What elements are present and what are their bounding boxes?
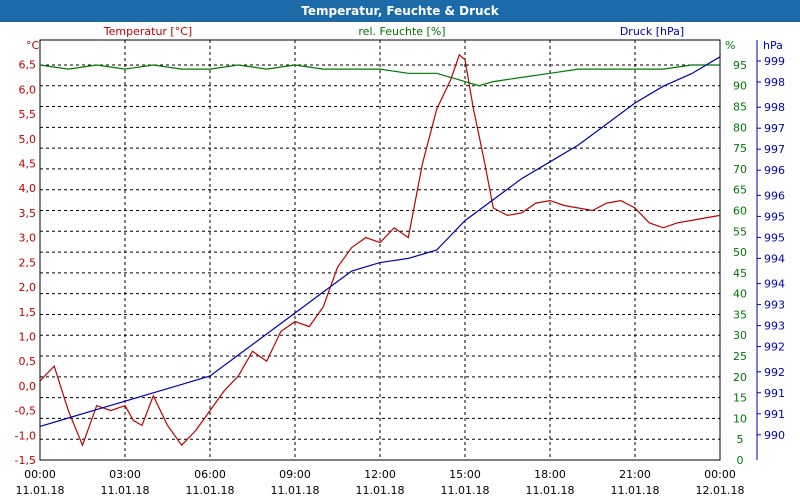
humidity-tick-label: 90	[733, 80, 747, 93]
temperature-axis-label: Temperatur [°C]	[103, 25, 192, 38]
x-tick-date: 11.01.18	[441, 484, 490, 497]
pressure-tick-label: 990	[764, 429, 785, 442]
humidity-axis-label: rel. Feuchte [%]	[358, 25, 445, 38]
x-tick-time: 12:00	[364, 468, 396, 481]
plot-frame	[39, 39, 721, 461]
temperature-tick-label: 1,0	[19, 330, 37, 343]
pressure-tick-label: 996	[764, 189, 785, 202]
humidity-tick-label: 50	[733, 246, 747, 259]
temperature-tick-label: -0,5	[15, 405, 36, 418]
pressure-tick-label: 991	[764, 387, 785, 400]
x-tick-date: 11.01.18	[271, 484, 320, 497]
humidity-tick-label: 85	[733, 101, 747, 114]
humidity-unit: %	[725, 39, 735, 52]
temperature-line	[39, 53, 721, 447]
humidity-tick-label: 80	[733, 121, 747, 134]
humidity-tick-label: 60	[733, 204, 747, 217]
humidity-tick-label: 70	[733, 163, 747, 176]
temperature-tick-label: 6,0	[19, 83, 37, 96]
pressure-unit: hPa	[763, 39, 783, 52]
pressure-tick-label: 997	[764, 122, 785, 135]
pressure-tick-label: 993	[764, 320, 785, 333]
humidity-tick-label: 20	[733, 371, 747, 384]
x-tick-time: 18:00	[534, 468, 566, 481]
humidity-tick-label: 55	[733, 225, 747, 238]
humidity-tick-label: 0	[737, 454, 744, 467]
pressure-tick-label: 994	[764, 252, 785, 265]
pressure-tick-label: 992	[764, 366, 785, 379]
pressure-tick-label: 999	[764, 55, 785, 68]
pressure-line	[39, 56, 721, 427]
pressure-tick-label: 993	[764, 299, 785, 312]
pressure-tick-label: 997	[764, 143, 785, 156]
humidity-tick-label: 35	[733, 308, 747, 321]
pressure-tick-label: 994	[764, 278, 785, 291]
pressure-tick-label: 998	[764, 101, 785, 114]
temperature-tick-label: 3,5	[19, 207, 37, 220]
x-tick-date: 12.01.18	[696, 484, 745, 497]
humidity-tick-label: 10	[733, 412, 747, 425]
temperature-tick-label: 3,0	[19, 232, 37, 245]
x-tick-time: 00:00	[704, 468, 736, 481]
temperature-tick-label: 0,5	[19, 355, 37, 368]
pressure-tick-label: 995	[764, 210, 785, 223]
pressure-axis-label: Druck [hPa]	[620, 25, 684, 38]
x-tick-date: 11.01.18	[186, 484, 235, 497]
humidity-tick-label: 30	[733, 329, 747, 342]
temperature-tick-label: 4,0	[19, 182, 37, 195]
temperature-tick-label: -1,5	[15, 454, 36, 467]
humidity-tick-label: 15	[733, 392, 747, 405]
x-tick-time: 09:00	[279, 468, 311, 481]
x-tick-time: 03:00	[109, 468, 141, 481]
humidity-tick-label: 75	[733, 142, 747, 155]
pressure-tick-label: 996	[764, 164, 785, 177]
humidity-tick-label: 65	[733, 184, 747, 197]
x-tick-date: 11.01.18	[611, 484, 660, 497]
pressure-tick-label: 992	[764, 341, 785, 354]
x-tick-time: 15:00	[449, 468, 481, 481]
temperature-tick-label: 6,5	[19, 59, 37, 72]
x-tick-time: 21:00	[619, 468, 651, 481]
temperature-unit: °C	[26, 39, 40, 52]
x-tick-date: 11.01.18	[526, 484, 575, 497]
humidity-tick-label: 25	[733, 350, 747, 363]
temperature-tick-label: 1,5	[19, 306, 37, 319]
x-tick-date: 11.01.18	[356, 484, 405, 497]
x-tick-date: 11.01.18	[16, 484, 65, 497]
humidity-line	[39, 64, 720, 87]
pressure-tick-label: 998	[764, 76, 785, 89]
window-title: Temperatur, Feuchte & Druck	[0, 0, 800, 22]
temperature-tick-label: 5,0	[19, 133, 37, 146]
pressure-tick-label: 991	[764, 408, 785, 421]
x-tick-time: 00:00	[24, 468, 56, 481]
humidity-tick-label: 5	[737, 433, 744, 446]
humidity-tick-label: 95	[733, 59, 747, 72]
temperature-tick-label: 2,0	[19, 281, 37, 294]
temperature-tick-label: 0,0	[19, 380, 37, 393]
x-tick-date: 11.01.18	[101, 484, 150, 497]
temperature-tick-label: -1,0	[15, 429, 36, 442]
temperature-tick-label: 2,5	[19, 256, 37, 269]
x-tick-time: 06:00	[194, 468, 226, 481]
temperature-tick-label: 4,5	[19, 158, 37, 171]
humidity-tick-label: 45	[733, 267, 747, 280]
humidity-tick-label: 40	[733, 288, 747, 301]
pressure-tick-label: 995	[764, 231, 785, 244]
temperature-tick-label: 5,5	[19, 108, 37, 121]
